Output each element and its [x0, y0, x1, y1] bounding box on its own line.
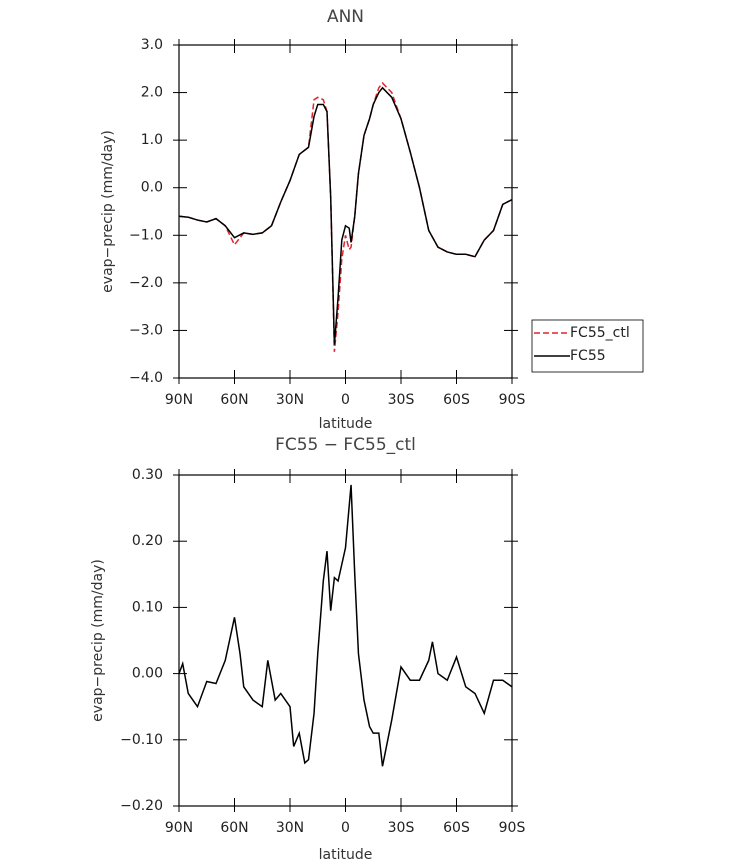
- x-tick-label: 0: [341, 392, 350, 408]
- y-axis-label: evap−precip (mm/day): [100, 130, 116, 293]
- y-axis-label: evap−precip (mm/day): [90, 559, 106, 722]
- chart-title: ANN: [327, 7, 364, 27]
- x-tick-label: 60S: [443, 392, 470, 408]
- plot-frame: [178, 44, 513, 379]
- x-tick-label: 90N: [165, 392, 193, 408]
- y-tick-label: −0.20: [120, 798, 163, 814]
- x-tick-label: 90S: [499, 392, 526, 408]
- y-tick-label: 0.00: [132, 666, 163, 682]
- x-tick-label: 0: [341, 820, 350, 836]
- legend-label: FC55: [570, 348, 606, 364]
- x-tick-label: 90N: [165, 820, 193, 836]
- legend-label: FC55_ctl: [570, 325, 630, 341]
- data-line: [178, 484, 513, 767]
- plot-frame: [178, 474, 513, 807]
- y-tick-label: 0.0: [141, 180, 163, 196]
- y-tick-label: −1.0: [129, 227, 163, 243]
- x-tick-label: 30N: [276, 392, 304, 408]
- y-tick-label: −2.0: [129, 275, 163, 291]
- y-tick-label: −0.10: [120, 732, 163, 748]
- y-tick-label: 1.0: [141, 132, 163, 148]
- x-axis-label: latitude: [319, 416, 373, 432]
- y-tick-label: −3.0: [129, 322, 163, 338]
- x-tick-label: 30S: [388, 392, 415, 408]
- x-tick-label: 30N: [276, 820, 304, 836]
- x-tick-label: 60N: [220, 820, 248, 836]
- data-line: [178, 86, 513, 345]
- y-tick-label: 0.30: [132, 467, 163, 483]
- y-tick-label: 0.10: [132, 599, 163, 615]
- x-tick-label: 30S: [388, 820, 415, 836]
- y-tick-label: −4.0: [129, 370, 163, 386]
- chart-title: FC55 − FC55_ctl: [275, 435, 416, 455]
- x-axis-label: latitude: [319, 847, 373, 863]
- y-tick-label: 0.20: [132, 533, 163, 549]
- x-tick-label: 90S: [499, 820, 526, 836]
- x-tick-label: 60S: [443, 820, 470, 836]
- y-tick-label: 3.0: [141, 37, 163, 53]
- x-tick-label: 60N: [220, 392, 248, 408]
- legend-box: [531, 319, 644, 373]
- data-line: [178, 81, 513, 352]
- y-tick-label: 2.0: [141, 85, 163, 101]
